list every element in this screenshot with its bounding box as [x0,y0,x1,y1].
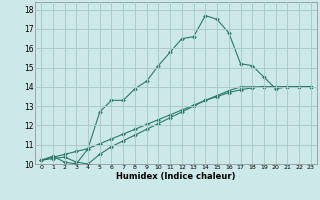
X-axis label: Humidex (Indice chaleur): Humidex (Indice chaleur) [116,172,236,181]
